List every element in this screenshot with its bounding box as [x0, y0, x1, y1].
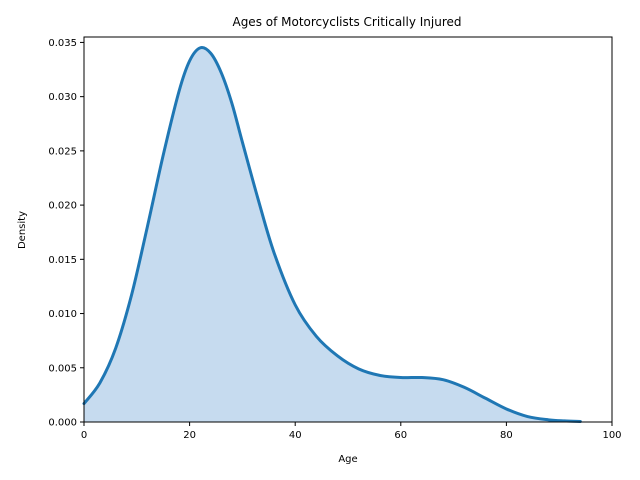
- y-tick-label: 0.020: [48, 201, 77, 212]
- y-tick-label: 0.010: [48, 309, 77, 320]
- density-line: [82, 46, 582, 423]
- y-tick-label: 0.005: [48, 363, 77, 374]
- x-axis-label: Age: [338, 454, 357, 465]
- axes-ticks: 0 20 40 60 80 100 0.000 0.005 0.010 0.015 0.020 0.0…: [48, 38, 621, 441]
- y-tick-label: 0.000: [48, 418, 77, 429]
- y-tick-label: 0.030: [48, 92, 77, 103]
- y-tick-label: 0.015: [48, 255, 77, 266]
- x-tick-label: 60: [394, 430, 407, 441]
- x-tick-label: 100: [602, 430, 621, 441]
- y-tick-label: 0.025: [48, 146, 77, 157]
- x-tick-label: 80: [500, 430, 513, 441]
- y-tick-label: 0.035: [48, 38, 77, 49]
- x-tick-label: 0: [81, 430, 87, 441]
- density-area: [84, 47, 581, 422]
- x-tick-label: 20: [183, 430, 196, 441]
- plot-area: [82, 46, 582, 423]
- y-axis-label: Density: [17, 211, 28, 249]
- x-tick-label: 40: [289, 430, 302, 441]
- chart-title: Ages of Motorcyclists Critically Injured: [232, 15, 461, 29]
- axes-frame: [83, 36, 613, 423]
